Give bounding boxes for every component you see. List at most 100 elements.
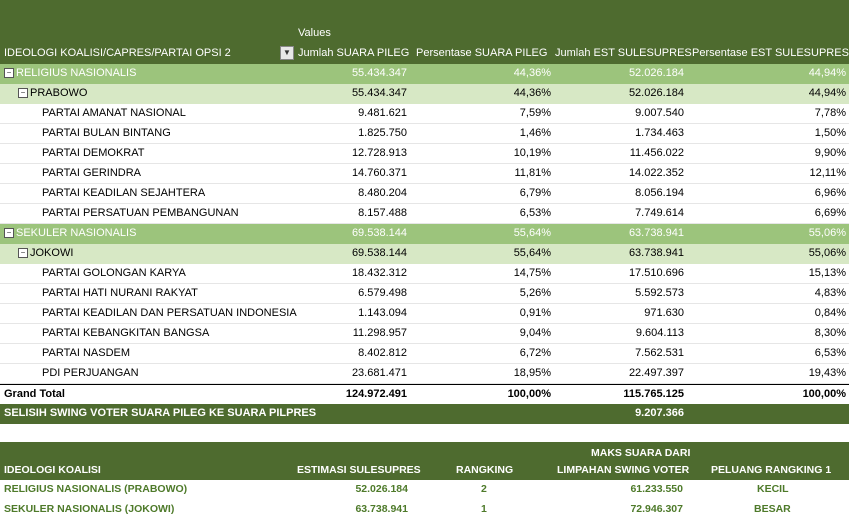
pivot-table: Values IDEOLOGI KOALISI/CAPRES/PARTAI OP… [0, 0, 849, 424]
cell-value: 6.579.498 [358, 287, 407, 299]
dropdown-arrow-icon[interactable]: ▼ [280, 46, 294, 60]
cell-value: 11,81% [514, 167, 552, 179]
summary-row-jokowi[interactable]: SEKULER NASIONALIS (JOKOWI) 63.738.941 1… [0, 500, 849, 520]
cell-value: 7,59% [519, 107, 551, 119]
grand-total-label: Grand Total [4, 388, 65, 400]
cell-value: 6,53% [519, 207, 551, 219]
party-name: PDI PERJUANGAN [42, 367, 139, 379]
swing-value: 9.207.366 [635, 407, 684, 419]
cell-value: 9.604.113 [635, 327, 684, 339]
summary-rank: 2 [481, 483, 487, 495]
party-name: PARTAI PERSATUAN PEMBANGUNAN [42, 207, 239, 219]
row-field-header[interactable]: IDEOLOGI KOALISI/CAPRES/PARTAI OPSI 2 [4, 47, 231, 59]
party-row[interactable]: PARTAI NASDEM 8.402.812 6,72% 7.562.531 6,53… [0, 344, 849, 364]
cell-value: 18,95% [513, 367, 551, 379]
cell-value: 8.402.812 [358, 347, 407, 359]
party-row[interactable]: PARTAI GOLONGAN KARYA 18.432.312 14,75% 17.… [0, 264, 849, 284]
cell-value: 12.728.913 [351, 147, 407, 159]
cell-value: 5.592.573 [635, 287, 684, 299]
party-name: PARTAI BULAN BINTANG [42, 127, 171, 139]
party-name: PARTAI KEADILAN DAN PERSATUAN INDONESIA [42, 307, 297, 319]
cell-value: 52.026.184 [628, 87, 684, 99]
summary-est: 52.026.184 [355, 483, 408, 495]
sub-row-jokowi[interactable]: − JOKOWI 69.538.144 55,64% 63.738.941 55,… [0, 244, 849, 264]
summary-max: 72.946.307 [630, 503, 683, 515]
cell-value: 1.825.750 [358, 127, 407, 139]
cell-value: 63.738.941 [628, 227, 684, 239]
collapse-icon[interactable]: − [4, 68, 14, 78]
cell-value: 19,43% [808, 367, 846, 379]
grand-total-row[interactable]: Grand Total 124.972.491 100,00% 115.765.… [0, 384, 849, 404]
party-name: PARTAI AMANAT NASIONAL [42, 107, 186, 119]
cell-value: 69.538.144 [351, 227, 407, 239]
cell-value: 14,75% [513, 267, 551, 279]
summary-col-estimasi: ESTIMASI SULESUPRES [297, 464, 421, 476]
cell-value: 6,69% [814, 207, 846, 219]
cell-value: 7.749.614 [635, 207, 684, 219]
cell-value: 9,04% [519, 327, 551, 339]
cell-value: 15,13% [808, 267, 846, 279]
col-header-jumlah-pileg[interactable]: Jumlah SUARA PILEG [298, 47, 410, 59]
party-row[interactable]: PARTAI PERSATUAN PEMBANGUNAN 8.157.488 6,5… [0, 204, 849, 224]
cell-value: 44,36% [513, 67, 551, 79]
col-header-persen-est[interactable]: Persentase EST SULESUPRES [692, 47, 849, 59]
cell-value: 6,53% [814, 347, 846, 359]
cell-value: 44,36% [513, 87, 551, 99]
party-row[interactable]: PARTAI DEMOKRAT 12.728.913 10,19% 11.456.02… [0, 144, 849, 164]
party-row[interactable]: PARTAI KEADILAN SEJAHTERA 8.480.204 6,79% 8… [0, 184, 849, 204]
party-name: PARTAI HATI NURANI RAKYAT [42, 287, 198, 299]
summary-chance: KECIL [757, 483, 789, 495]
cell-value: 0,91% [519, 307, 551, 319]
cell-value: 100,00% [802, 388, 846, 400]
summary-table: IDEOLOGI KOALISI ESTIMASI SULESUPRES RAN… [0, 442, 849, 520]
party-row[interactable]: PARTAI GERINDRA 14.760.371 11,81% 14.022.35… [0, 164, 849, 184]
party-name: PARTAI KEBANGKITAN BANGSA [42, 327, 210, 339]
collapse-icon[interactable]: − [18, 88, 28, 98]
cell-value: 7,78% [814, 107, 846, 119]
group-row-religius[interactable]: − RELIGIUS NASIONALIS 55.434.347 44,36% 5… [0, 64, 849, 84]
sub-row-prabowo[interactable]: − PRABOWO 55.434.347 44,36% 52.026.184 44… [0, 84, 849, 104]
summary-col-rangking: RANGKING [456, 464, 514, 476]
cell-value: 22.497.397 [628, 367, 684, 379]
cell-value: 55.434.347 [351, 87, 407, 99]
cell-value: 9.007.540 [635, 107, 684, 119]
cell-value: 69.538.144 [351, 247, 407, 259]
party-name: PARTAI KEADILAN SEJAHTERA [42, 187, 206, 199]
cell-value: 4,83% [814, 287, 846, 299]
collapse-icon[interactable]: − [18, 248, 28, 258]
swing-voter-row[interactable]: SELISIH SWING VOTER SUARA PILEG KE SUARA… [0, 404, 849, 424]
cell-value: 17.510.696 [628, 267, 684, 279]
cell-value: 18.432.312 [351, 267, 407, 279]
party-row[interactable]: PARTAI KEBANGKITAN BANGSA 11.298.957 9,04%… [0, 324, 849, 344]
group-label: RELIGIUS NASIONALIS [16, 67, 137, 79]
summary-rank: 1 [481, 503, 487, 515]
cell-value: 0,84% [814, 307, 846, 319]
cell-value: 9,90% [814, 147, 846, 159]
cell-value: 12,11% [809, 167, 847, 179]
cell-value: 1.734.463 [635, 127, 684, 139]
cell-value: 1,46% [519, 127, 551, 139]
party-row[interactable]: PARTAI KEADILAN DAN PERSATUAN INDONESIA 1… [0, 304, 849, 324]
cell-value: 8,30% [814, 327, 846, 339]
party-name: PARTAI GOLONGAN KARYA [42, 267, 186, 279]
cell-value: 14.022.352 [628, 167, 684, 179]
col-header-persen-pileg[interactable]: Persentase SUARA PILEG [416, 47, 548, 59]
collapse-icon[interactable]: − [4, 228, 14, 238]
col-header-jumlah-est[interactable]: Jumlah EST SULESUPRES [555, 47, 692, 59]
cell-value: 11.298.957 [352, 327, 407, 339]
party-row[interactable]: PARTAI BULAN BINTANG 1.825.750 1,46% 1.734.… [0, 124, 849, 144]
group-row-sekuler[interactable]: − SEKULER NASIONALIS 69.538.144 55,64% 63… [0, 224, 849, 244]
party-name: PARTAI DEMOKRAT [42, 147, 145, 159]
summary-row-prabowo[interactable]: RELIGIUS NASIONALIS (PRABOWO) 52.026.184… [0, 480, 849, 500]
summary-max: 61.233.550 [630, 483, 683, 495]
cell-value: 55,64% [513, 247, 551, 259]
summary-name: RELIGIUS NASIONALIS (PRABOWO) [4, 483, 188, 495]
summary-col-ideologi: IDEOLOGI KOALISI [4, 464, 101, 476]
summary-chance: BESAR [754, 503, 791, 515]
cell-value: 52.026.184 [628, 67, 684, 79]
party-row[interactable]: PDI PERJUANGAN 23.681.471 18,95% 22.497.397… [0, 364, 849, 384]
cell-value: 44,94% [808, 87, 846, 99]
party-row[interactable]: PARTAI HATI NURANI RAKYAT 6.579.498 5,26% 5… [0, 284, 849, 304]
party-row[interactable]: PARTAI AMANAT NASIONAL 9.481.621 7,59% 9.00… [0, 104, 849, 124]
cell-value: 63.738.941 [628, 247, 684, 259]
